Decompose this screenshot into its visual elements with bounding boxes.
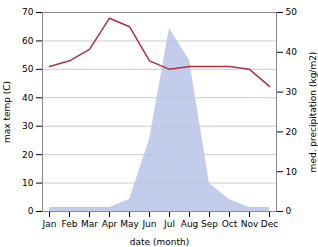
svg-text:Apr: Apr (102, 219, 118, 229)
svg-text:Nov: Nov (241, 219, 259, 229)
svg-text:30: 30 (22, 121, 34, 131)
svg-text:Sep: Sep (201, 219, 218, 229)
svg-text:50: 50 (286, 7, 298, 17)
svg-text:Jul: Jul (163, 219, 175, 229)
svg-text:Dec: Dec (261, 219, 278, 229)
svg-text:40: 40 (286, 47, 298, 57)
svg-text:0: 0 (28, 206, 34, 216)
svg-text:max temp (C): max temp (C) (2, 81, 12, 143)
svg-text:70: 70 (22, 7, 34, 17)
svg-text:30: 30 (286, 87, 298, 97)
svg-text:0: 0 (286, 206, 292, 216)
svg-text:10: 10 (286, 167, 298, 177)
svg-text:date (month): date (month) (130, 237, 189, 247)
svg-text:50: 50 (22, 64, 34, 74)
svg-text:60: 60 (22, 36, 34, 46)
svg-text:Jan: Jan (42, 219, 57, 229)
svg-text:med. precipitation (kg/m2): med. precipitation (kg/m2) (308, 52, 318, 173)
svg-text:Jun: Jun (141, 219, 156, 229)
svg-text:40: 40 (22, 93, 34, 103)
svg-text:10: 10 (22, 178, 34, 188)
svg-text:Mar: Mar (81, 219, 98, 229)
svg-text:20: 20 (286, 127, 298, 137)
svg-text:May: May (120, 219, 139, 229)
svg-text:Feb: Feb (62, 219, 78, 229)
svg-text:Aug: Aug (181, 219, 199, 229)
svg-text:Oct: Oct (222, 219, 238, 229)
svg-text:20: 20 (22, 150, 34, 160)
